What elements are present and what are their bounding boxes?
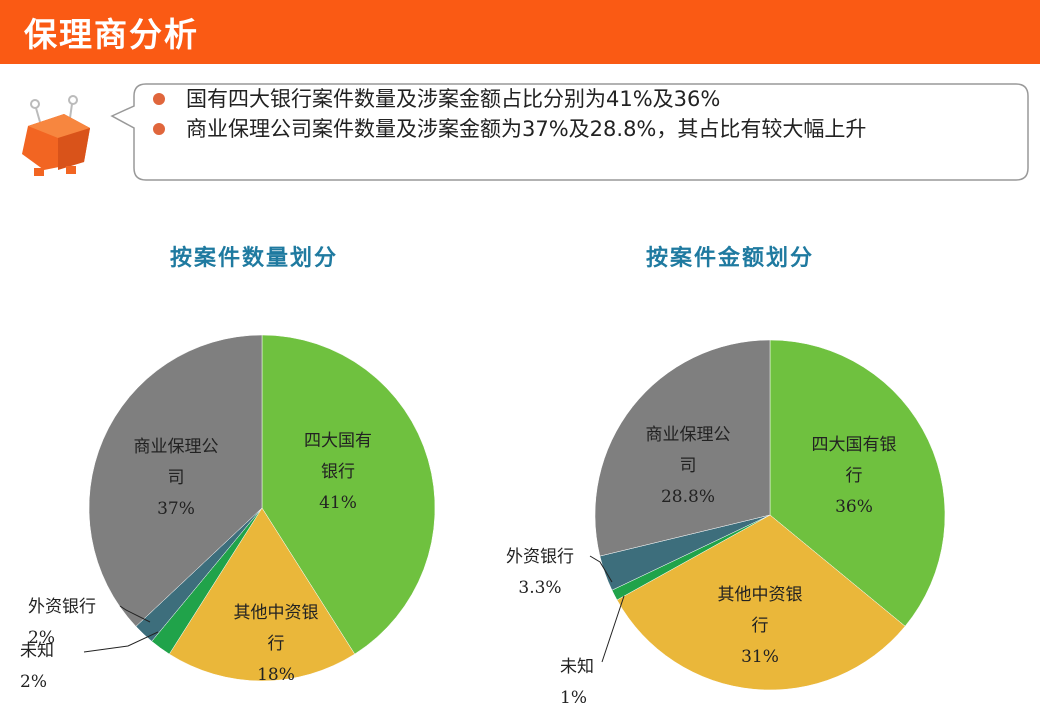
slice-label: 商业保理公司 28.8%: [646, 425, 731, 507]
page-title: 保理商分析: [24, 15, 199, 54]
slice-value-label: 41%: [319, 493, 357, 513]
header-bar: 保理商分析: [0, 0, 1040, 64]
summary-list: 国有四大银行案件数量及涉案金额占比分别为41%及36% 商业保理公司案件数量及涉…: [150, 84, 1020, 144]
slice-value-label: 37%: [157, 499, 195, 519]
leader-line: [601, 595, 625, 663]
slice-label: 四大国有银行 36%: [812, 435, 897, 517]
chart-title-amount: 按案件金额划分: [645, 245, 814, 271]
leader-line: [589, 555, 613, 583]
summary-item: 国有四大银行案件数量及涉案金额占比分别为41%及36%: [150, 84, 1020, 114]
slice-label: 外资银行 2%: [28, 597, 96, 648]
slice-label: 未知 2%: [20, 641, 54, 692]
slice-label: 其他中资银行 31%: [718, 585, 803, 667]
leader-line: [119, 605, 151, 623]
slice-label: 四大国有银行 41%: [304, 431, 372, 513]
mascot-icon: [22, 95, 90, 176]
slice-label: 商业保理公司 37%: [134, 437, 219, 519]
slice-value-label: 31%: [741, 647, 779, 667]
slice-value-label: 2%: [20, 672, 47, 692]
slice-value-label: 36%: [835, 497, 873, 517]
pie-slice: [88, 334, 263, 627]
slice-label: 外资银行 3.3%: [506, 547, 574, 598]
summary-item: 商业保理公司案件数量及涉案金额为37%及28.8%，其占比有较大幅上升: [150, 114, 1020, 144]
leader-line: [83, 631, 159, 653]
slice-value-label: 28.8%: [661, 487, 715, 507]
summary-text: 商业保理公司案件数量及涉案金额为37%及28.8%，其占比有较大幅上升: [186, 117, 867, 141]
slice-value-label: 2%: [28, 628, 55, 648]
speech-bubble: [110, 83, 1029, 181]
pie-slice: [616, 514, 906, 691]
pie-slice: [168, 507, 356, 682]
chart-title-count: 按案件数量划分: [169, 245, 338, 271]
pie-slice: [769, 339, 946, 627]
slice-label: 未知 1%: [560, 657, 594, 708]
slice-label: 其他中资银行 18%: [234, 603, 319, 685]
pie-slice: [594, 339, 771, 557]
slice-value-label: 18%: [257, 665, 295, 685]
bullet-dot-icon: [153, 93, 165, 105]
slice-value-label: 3.3%: [518, 578, 561, 598]
bullet-dot-icon: [153, 123, 165, 135]
summary-text: 国有四大银行案件数量及涉案金额占比分别为41%及36%: [186, 87, 721, 111]
pie-slice: [261, 334, 436, 655]
slice-value-label: 1%: [560, 688, 587, 708]
